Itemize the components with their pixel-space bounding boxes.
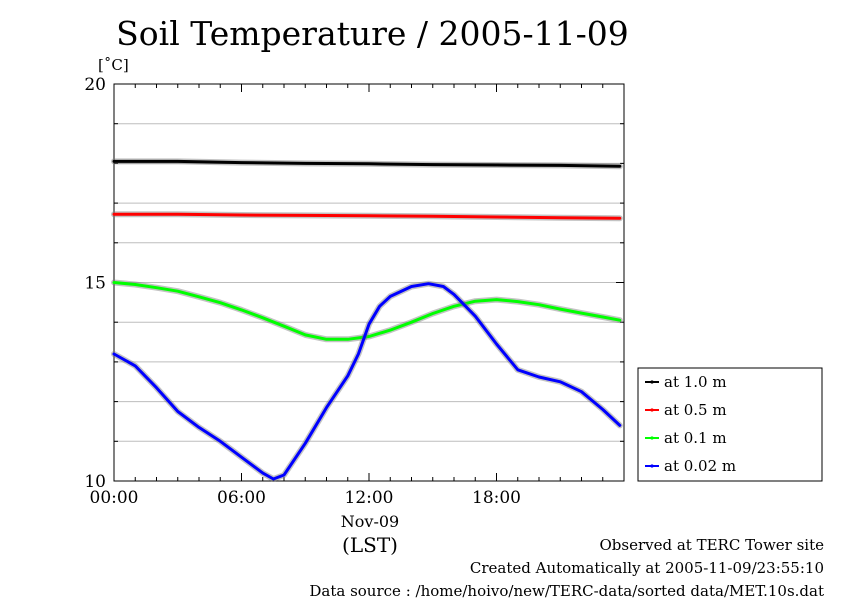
legend-swatch-marker [650, 380, 654, 384]
legend-swatch-marker [650, 436, 654, 440]
axis-ticks: 10 15 20 00:00 06:00 12:00 18:00 [84, 75, 625, 508]
legend-label: at 0.1 m [664, 429, 727, 447]
footer-created-time: Created Automatically at 2005-11-09/23:5… [469, 559, 824, 577]
legend: at 1.0 m at 0.5 m at 0.1 m at 0.02 m [637, 367, 823, 482]
y-tick-label: 20 [84, 75, 106, 95]
footer-data-source: Data source : /home/hoivo/new/TERC-data/… [309, 582, 824, 600]
x-tick-label: 12:00 [345, 488, 394, 508]
legend-label: at 1.0 m [664, 373, 727, 391]
x-tick-label: 18:00 [472, 488, 521, 508]
y-tick-label: 10 [84, 472, 106, 492]
footer-observation-site: Observed at TERC Tower site [599, 536, 824, 554]
series-line-shadow [111, 280, 623, 482]
data-series [111, 158, 623, 482]
x-axis-label: (LST) [342, 533, 398, 557]
legend-label: at 0.5 m [664, 401, 727, 419]
series-line [112, 282, 622, 481]
legend-label: at 0.02 m [664, 457, 736, 475]
y-tick-label: 15 [84, 274, 106, 294]
legend-swatch-marker [650, 464, 654, 468]
x-axis-date-label: Nov-09 [341, 512, 399, 531]
y-axis-label: [˚C] [98, 56, 129, 74]
legend-box [637, 367, 823, 482]
legend-swatch-marker [650, 408, 654, 412]
grid-lines [114, 123, 624, 442]
series-line [112, 159, 622, 168]
chart-title: Soil Temperature / 2005-11-09 [116, 14, 629, 53]
x-tick-label: 06:00 [217, 488, 266, 508]
series-line [112, 212, 622, 220]
series-line [112, 281, 622, 341]
x-tick-label: 00:00 [90, 488, 139, 508]
